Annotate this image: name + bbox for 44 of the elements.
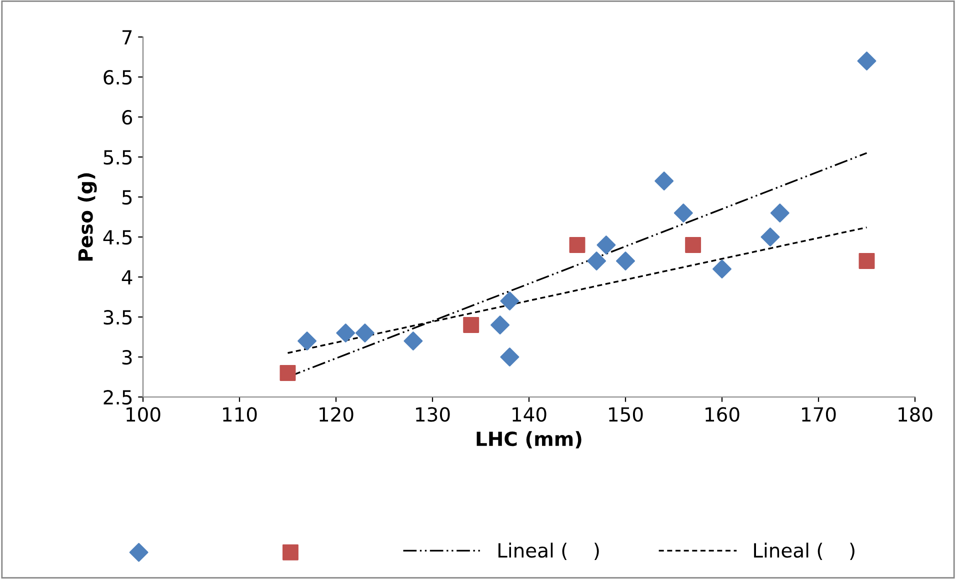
point <box>770 204 790 222</box>
point <box>336 324 356 342</box>
y-tick-label: 7 <box>122 30 132 44</box>
point <box>587 252 606 270</box>
x-tick-label: 170 <box>802 407 836 422</box>
point <box>355 324 374 342</box>
legend-label: Lineal ( ) <box>754 542 854 560</box>
x-tick-label: 120 <box>320 407 354 422</box>
point <box>857 52 876 70</box>
x-tick-label: 100 <box>126 407 160 422</box>
point <box>463 317 480 333</box>
point <box>280 365 296 381</box>
point <box>616 252 635 270</box>
point <box>404 332 423 350</box>
y-tick-label: 2.5 <box>104 390 132 405</box>
point <box>569 237 586 253</box>
x-tick-label: 160 <box>706 407 740 422</box>
point <box>674 204 693 222</box>
x-tick-label: 180 <box>898 407 932 422</box>
point <box>500 292 520 310</box>
point <box>298 332 317 350</box>
y-axis-title: Peso (g) <box>78 173 97 261</box>
y-tick-label: 5 <box>122 190 132 205</box>
point <box>712 260 732 278</box>
y-tick-label: 3 <box>122 350 132 365</box>
legend-label: Lineal ( ) <box>498 542 599 560</box>
x-tick-label: 150 <box>609 407 643 422</box>
y-tick-label: 4.5 <box>103 230 132 245</box>
y-tick-label: 5.5 <box>104 150 132 165</box>
x-tick-label: 130 <box>416 407 450 422</box>
point <box>858 253 875 269</box>
y-tick-label: 3.5 <box>104 310 132 325</box>
point <box>596 236 616 254</box>
x-tick-label: 110 <box>223 407 257 422</box>
x-tick-label: 140 <box>512 407 546 422</box>
point <box>500 348 520 366</box>
y-tick-label: 4 <box>122 270 132 284</box>
y-tick-label: 6 <box>122 110 132 125</box>
point <box>490 316 510 334</box>
point <box>685 237 702 253</box>
point <box>760 228 780 246</box>
point <box>654 172 674 190</box>
y-tick-label: 6.5 <box>104 70 132 85</box>
x-axis-title: LHC (mm) <box>476 431 582 448</box>
